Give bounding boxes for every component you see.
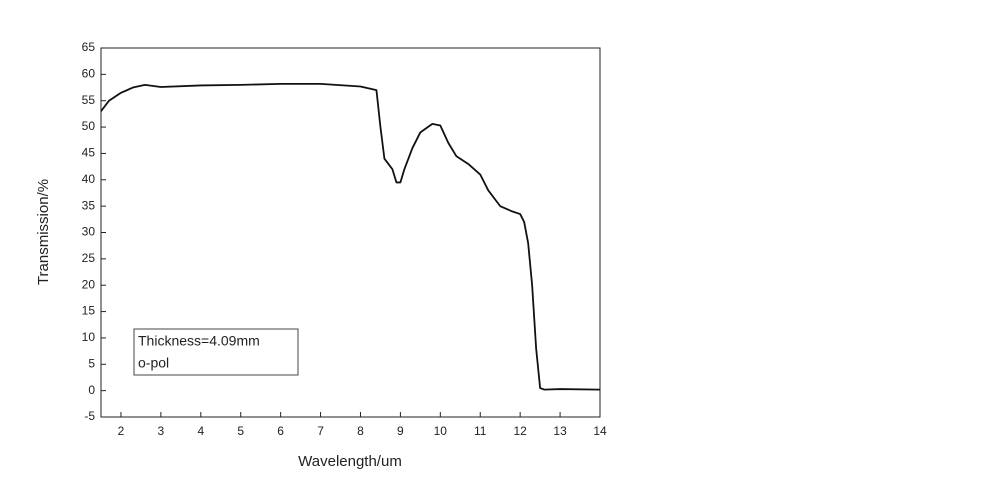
x-tick-label: 2: [118, 424, 125, 438]
data-line: [100, 82, 601, 391]
y-tick-label: 0: [88, 383, 95, 397]
x-tick-label: 7: [317, 424, 324, 438]
annotation: o-pol: [138, 355, 169, 371]
x-axis-title: Wavelength/um: [298, 453, 402, 470]
y-tick-label: 50: [82, 119, 96, 133]
annotation-box: [133, 328, 299, 376]
y-tick-label: 35: [82, 198, 96, 212]
x-tick-label: 4: [197, 424, 204, 438]
y-tick-label: 20: [82, 277, 96, 291]
y-tick-label: 25: [82, 251, 96, 265]
y-tick-label: 55: [82, 93, 96, 107]
y-tick-label: -5: [84, 409, 95, 423]
y-tick-label: 5: [88, 356, 95, 370]
y-tick-label: 15: [82, 304, 96, 318]
x-tick-label: 6: [277, 424, 284, 438]
y-tick-label: 10: [82, 330, 96, 344]
x-tick-label: 12: [513, 424, 527, 438]
y-axis-title: Transmission/%: [35, 179, 52, 285]
x-tick-label: 14: [593, 424, 607, 438]
y-tick-label: 40: [82, 172, 96, 186]
x-tick-label: 9: [397, 424, 404, 438]
y-tick-label: 65: [82, 40, 96, 54]
y-tick-label: 60: [82, 67, 96, 81]
x-tick-label: 13: [553, 424, 567, 438]
x-tick-label: 5: [237, 424, 244, 438]
y-tick-label: 45: [82, 146, 96, 160]
x-tick-label: 8: [357, 424, 364, 438]
x-tick-label: 11: [474, 424, 487, 438]
annotation: Thickness=4.09mm: [138, 333, 260, 349]
x-tick-label: 3: [158, 424, 165, 438]
x-tick-label: 10: [434, 424, 448, 438]
y-tick-label: 30: [82, 225, 96, 239]
